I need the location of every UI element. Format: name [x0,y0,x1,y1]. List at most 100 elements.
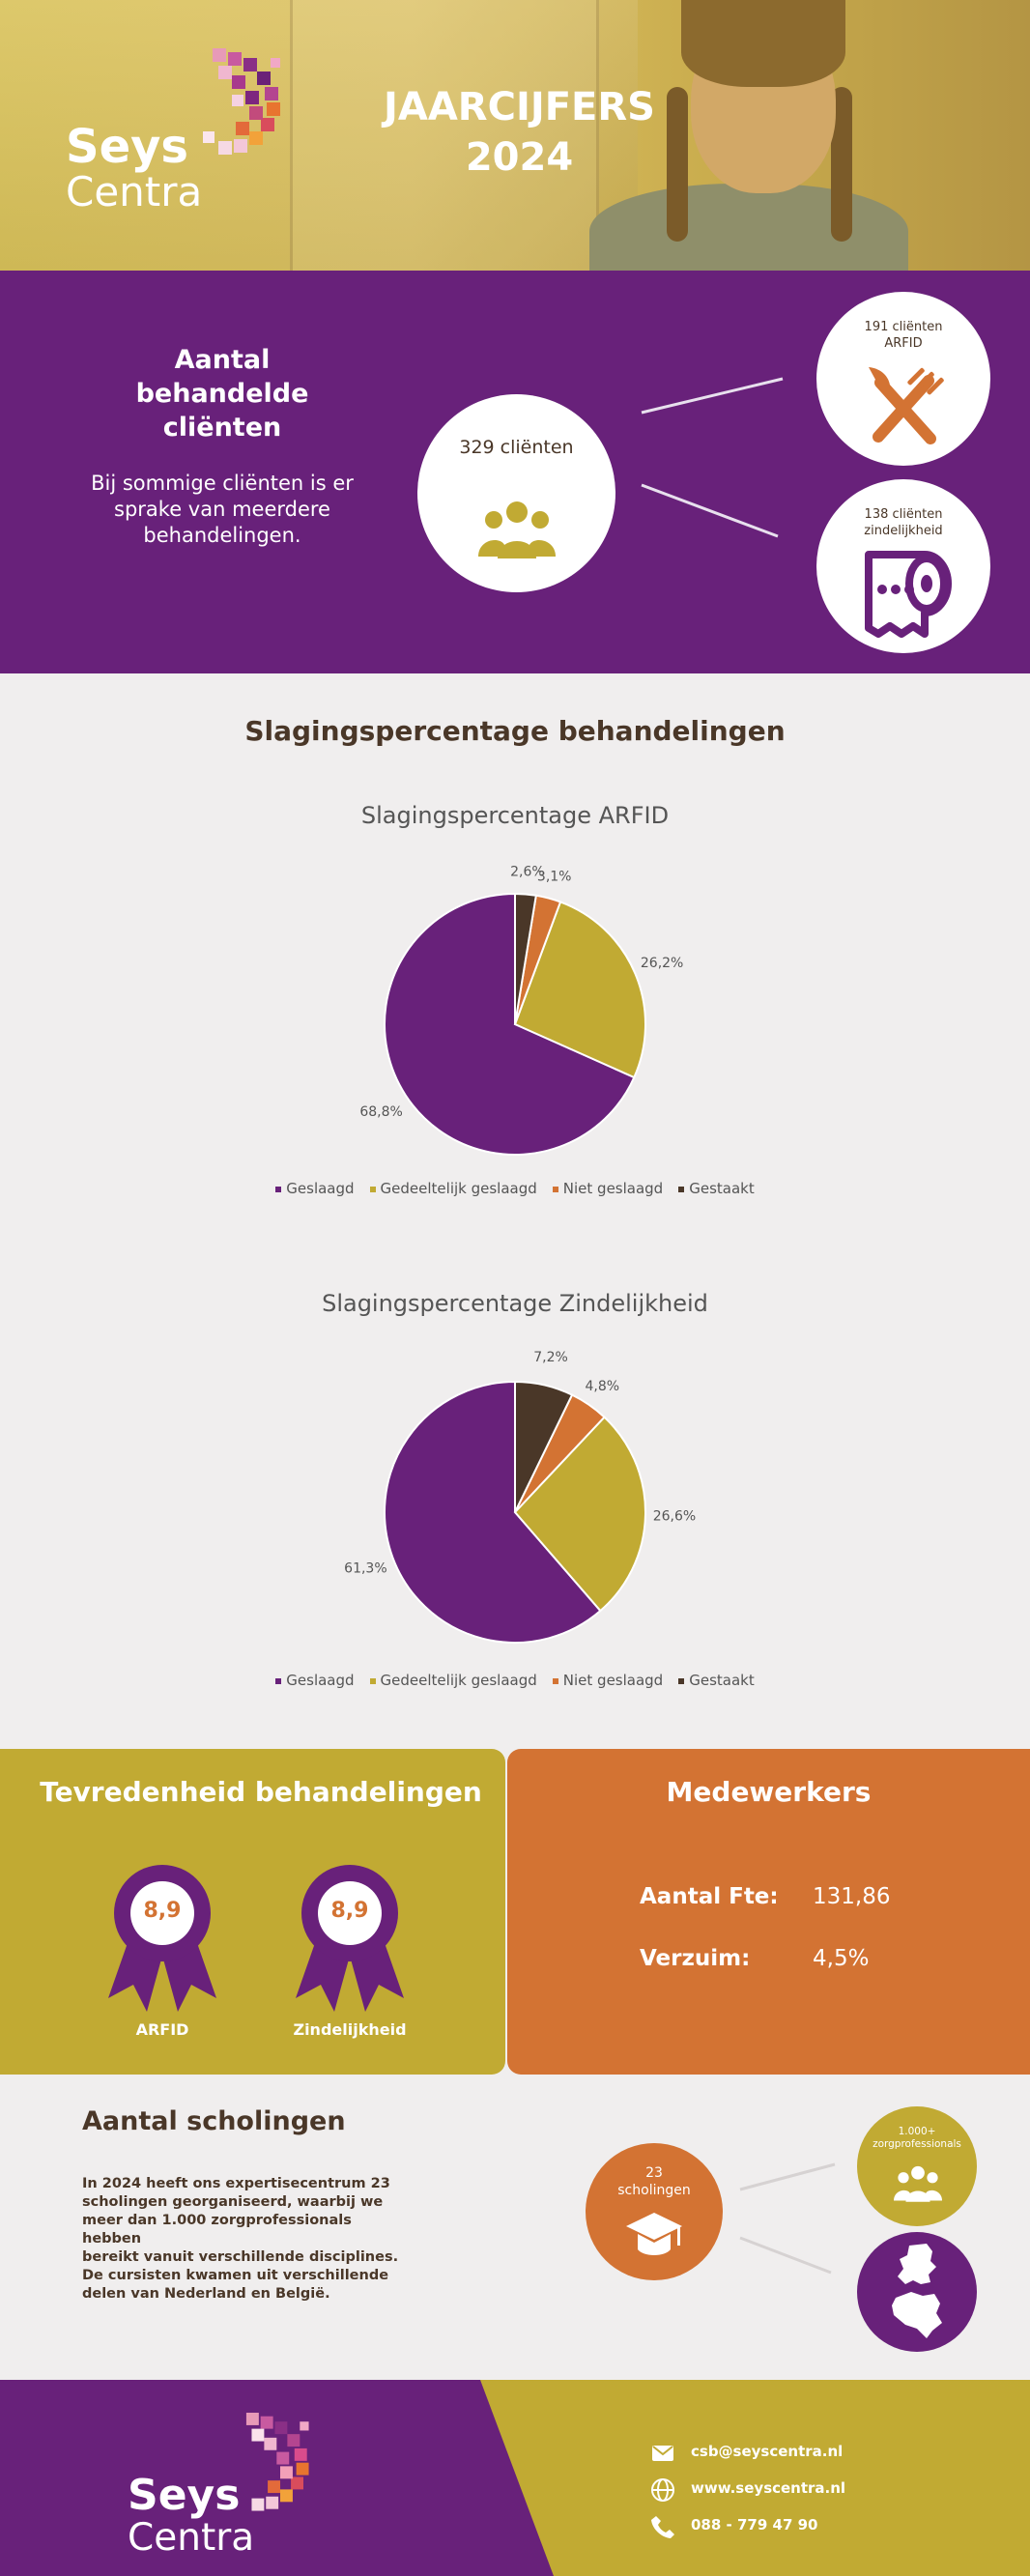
training-p1-line3: meer dan 1.000 zorgprofessionals hebben [82,2213,352,2247]
clients-heading-line2: behandelde [135,379,309,409]
professionals-circle: 1.000+ zorgprofessionals [857,2106,977,2226]
page-title-line1: JAARCIJFERS [384,85,655,129]
clients-heading-line3: cliënten [162,413,282,443]
pie-data-label-gedeeltelijk-geslaagd: 26,2% [641,956,683,971]
clients-note: Bij sommige cliënten is er sprake van me… [77,471,367,549]
legend-label-gedeeltelijk-geslaagd: Gedeeltelijk geslaagd [380,1180,537,1197]
phone-link[interactable]: 088 - 779 47 90 [691,2516,818,2533]
training-count-line1: 23 [645,2165,663,2181]
globe-icon [651,2478,674,2502]
legend-arfid: Geslaagd Gedeeltelijk geslaagd Niet geslaa… [0,1180,1030,1197]
fte-value: 131,86 [813,1884,891,1909]
pie-data-label-niet-geslaagd: 3,1% [537,869,572,884]
legend-label-gestaakt: Gestaakt [689,1180,755,1197]
connector-line-arfid [641,377,784,415]
award-ribbon-icon [108,1865,216,2012]
pie-slice-gedeeltelijk-geslaagd [513,1416,646,1613]
email-icon [652,2446,673,2461]
netherlands-belgium-map-icon [892,2244,942,2338]
staff-panel: Medewerkers Aantal Fte: 131,86 Verzuim: … [507,1749,1030,2075]
arfid-clients-line1: 191 cliënten [864,320,943,334]
clients-heading-line1: Aantal [174,345,271,375]
toilet-roll-icon [865,551,952,638]
header-photo-person-hair [681,0,845,87]
pie-slice-gestaakt [514,892,537,1025]
people-group-icon [478,501,556,558]
zindelijkheid-satisfaction-label: Zindelijkheid [293,2020,407,2039]
pie-data-label-geslaagd: 61,3% [344,1561,386,1577]
legend-label-niet-geslaagd: Niet geslaagd [562,1672,664,1689]
success-section-title: Slagingspercentage behandelingen [244,715,786,747]
satisfaction-panel: Tevredenheid behandelingen 8,9 ARFID 8,9… [0,1749,505,2075]
page-title-line2: 2024 [465,135,574,180]
legend-item-gestaakt: Gestaakt [678,1672,755,1689]
pie-data-label-niet-geslaagd: 4,8% [585,1379,619,1394]
fte-label: Aantal Fte: [640,1884,779,1909]
email-link[interactable]: csb@seyscentra.nl [691,2443,844,2460]
pie-data-label-gedeeltelijk-geslaagd: 26,6% [653,1508,696,1524]
legend-item-gedeeltelijk-geslaagd: Gedeeltelijk geslaagd [369,1672,537,1689]
connector-line-zindelijkheid [641,483,779,538]
training-p1-line1: In 2024 heeft ons expertisecentrum 23 [82,2176,390,2191]
header-photo-person-body [589,184,908,271]
zindelijkheid-clients-circle: 138 cliënten zindelijkheid [816,479,990,653]
total-clients-circle: 329 cliënten [417,394,615,592]
legend-swatch-niet-geslaagd [552,1677,558,1684]
training-p2-line1: De cursisten kwamen uit verschillende [82,2268,389,2283]
pie-chart-zindelijkheid: 61,3% 26,6% 4,8% 7,2% [344,1350,696,1644]
clients-note-line2: sprake van meerdere [114,498,330,521]
legend-swatch-geslaagd [275,1186,282,1192]
footer-logo-mark-icon [245,2413,309,2511]
pie-slice-geslaagd [384,1380,602,1644]
logo-mark-icon [203,48,280,155]
arfid-clients-label: 191 cliënten ARFID [816,319,990,352]
logo-line2: Centra [66,168,203,215]
legend-swatch-gestaakt [678,1677,685,1684]
header-photo-braid [831,87,852,242]
pie-data-label-gestaakt: 2,6% [510,865,545,880]
training-p1-line4: bereikt vanuit verschillende disciplines… [82,2249,399,2265]
connector-line-professionals [739,2162,836,2191]
people-group-icon [894,2165,942,2202]
legend-item-niet-geslaagd: Niet geslaagd [552,1180,663,1197]
arfid-clients-line2: ARFID [884,336,923,351]
training-count-circle: 23 scholingen [586,2143,723,2280]
professionals-label: 1.000+ zorgprofessionals [857,2126,977,2151]
phone-icon [651,2516,674,2538]
arfid-satisfaction-score: 8,9 [143,1899,182,1923]
page-title: JAARCIJFERS 2024 [348,82,691,183]
map-circle [857,2232,977,2352]
training-count-line2: scholingen [617,2183,691,2198]
logo-line1: Seys [66,120,188,174]
header-banner: Seys Centra JAARCIJFERS 2024 [0,0,1030,271]
satisfaction-title: Tevredenheid behandelingen [40,1776,482,1808]
training-p1-line2: scholingen georganiseerd, waarbij we [82,2194,384,2210]
legend-label-geslaagd: Geslaagd [286,1180,355,1197]
zindelijkheid-clients-line2: zindelijkheid [864,524,943,538]
connector-line-map [739,2236,832,2275]
header-photo-glass-door [290,0,599,271]
legend-swatch-gedeeltelijk-geslaagd [369,1677,376,1684]
legend-item-geslaagd: Geslaagd [275,1180,355,1197]
training-paragraph-2: De cursisten kwamen uit verschillende de… [82,2267,411,2304]
pie-slice-gestaakt [514,1380,574,1513]
clients-heading: Aantal behandelde cliënten [77,343,367,444]
clients-section: Aantal behandelde cliënten Bij sommige c… [0,271,1030,673]
arfid-satisfaction-label: ARFID [135,2020,189,2039]
graduation-cap-icon [626,2213,682,2255]
connector-lines [641,377,784,538]
zindelijkheid-clients-label: 138 cliënten zindelijkheid [816,506,990,539]
clients-note-line1: Bij sommige cliënten is er [91,472,354,495]
pie-chart-arfid: 68,8% 26,2% 3,1%2,6% [359,865,683,1156]
absence-label: Verzuim: [640,1946,751,1971]
pie-data-label-gestaakt: 7,2% [533,1350,568,1365]
clients-note-line3: behandelingen. [143,524,301,547]
training-paragraph-1: In 2024 heeft ons expertisecentrum 23 sc… [82,2175,411,2267]
legend-item-niet-geslaagd: Niet geslaagd [552,1672,664,1689]
website-link[interactable]: www.seyscentra.nl [691,2479,846,2497]
pie-slice-gedeeltelijk-geslaagd [513,901,646,1079]
footer-logo-line2: Centra [128,2516,255,2560]
professionals-line2: zorgprofessionals [873,2138,961,2150]
legend-item-gedeeltelijk-geslaagd: Gedeeltelijk geslaagd [369,1180,537,1197]
footer-purple-shape [0,2380,554,2576]
